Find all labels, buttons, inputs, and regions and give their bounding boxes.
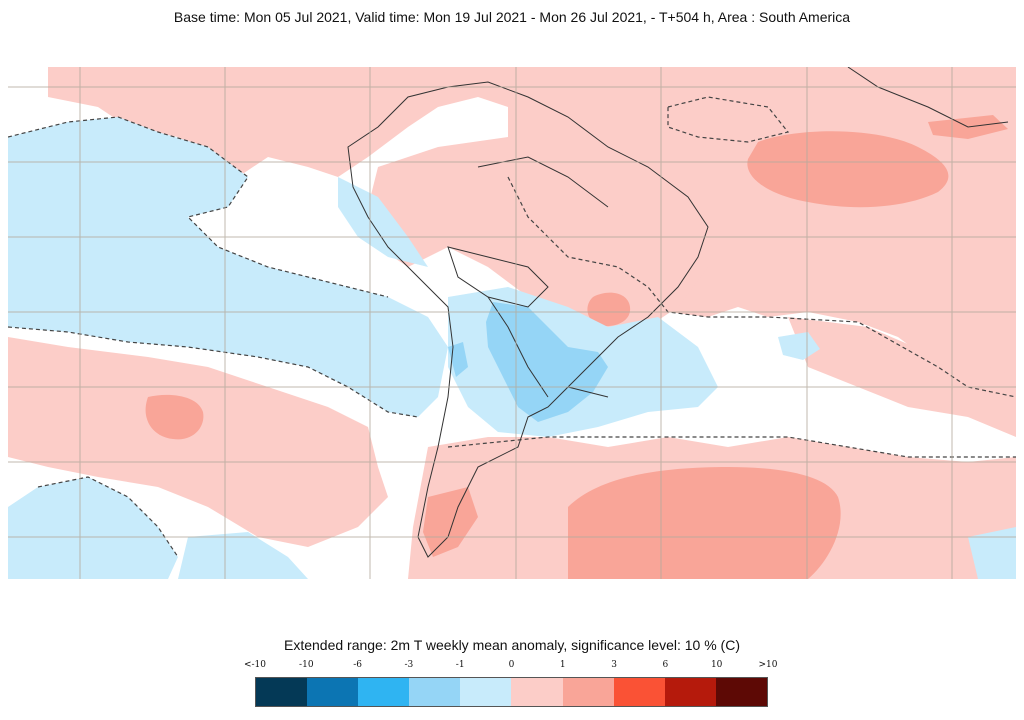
legend-tick-label: 3	[611, 660, 617, 670]
legend-color-cell	[715, 678, 767, 706]
legend-color-cell	[307, 678, 359, 706]
legend-color-cell	[664, 678, 716, 706]
legend-color-cell	[460, 678, 512, 706]
warm-anomaly-moderate	[145, 115, 1008, 579]
legend-tick-label: -10	[299, 660, 314, 670]
legend-tick-label: <-10	[243, 660, 267, 670]
legend-color-cell	[409, 678, 461, 706]
legend-tick-label: 0	[508, 660, 515, 670]
legend-color-cell	[358, 678, 410, 706]
legend-color-cell	[613, 678, 665, 706]
legend-tick-label: -6	[353, 660, 362, 670]
legend-ticks: <-10 -10 -6 -3 -1 0 1 3 6 10 >10	[0, 660, 1024, 672]
chart-title: Base time: Mon 05 Jul 2021, Valid time: …	[173, 9, 851, 25]
legend-color-cell	[256, 678, 308, 706]
legend-tick-label: >10	[758, 660, 778, 670]
legend-color-cell	[511, 678, 563, 706]
legend-tick-label: 1	[559, 660, 566, 670]
legend-tick-label: 10	[710, 660, 723, 670]
map-canvas	[8, 67, 1016, 579]
land-borders	[347, 67, 1009, 558]
legend-tick-label: -3	[404, 660, 414, 670]
legend-title: Extended range: 2m T weekly mean anomaly…	[283, 637, 740, 653]
legend-color-cell	[562, 678, 614, 706]
anomaly-map	[8, 67, 1016, 579]
legend-tick-label: 6	[662, 660, 669, 670]
legend-tick-label: -1	[455, 660, 465, 670]
gridlines	[8, 67, 1016, 579]
legend-colorbar	[255, 677, 768, 707]
